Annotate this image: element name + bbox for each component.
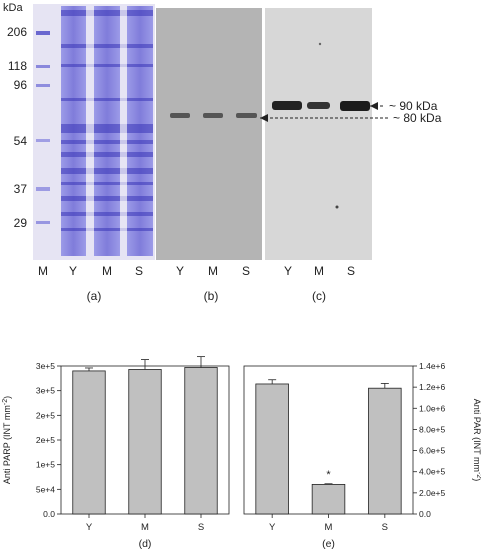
y-tick-label: 2.0e+5 [419,488,446,498]
gel-figure [33,4,390,260]
blot-panel-b [156,8,262,260]
marker-label: 96 [13,78,27,92]
y-tick-label: 2e+5 [36,435,55,445]
arrow-80kda [260,114,390,122]
lane-label: Y [175,264,184,278]
y-tick-label: 5e+4 [36,484,55,494]
x-tick-label: S [198,522,204,533]
lane-label: M [38,264,48,278]
y-tick-label: 2e+5 [36,410,55,420]
x-tick-label: Y [269,522,276,533]
y-tick-label: 4.0e+5 [419,467,446,477]
panel-label-a: (a) [86,289,102,303]
y-tick-label: 1.2e+6 [419,382,446,392]
marker-label: 37 [13,182,27,196]
marker-label: 206 [6,25,27,39]
arrow-90kda [370,102,385,110]
blot-panel-c [265,8,372,260]
bar [128,369,162,515]
lane-label: M [102,264,112,278]
lane-label: M [208,264,218,278]
significance-marker: * [326,469,331,481]
y-tick-label: 1.4e+6 [419,361,446,371]
marker-lane [36,31,50,224]
bar [311,483,346,515]
lane-label: Y [68,264,77,278]
bar [368,387,402,515]
y-tick-label: 1e+5 [36,460,55,470]
marker-label: 29 [13,216,27,230]
lane-label: S [241,264,250,278]
panel-label-c: (c) [312,289,326,303]
lane-label: S [134,264,143,278]
gel-panel-a [33,4,155,260]
bar [72,370,106,515]
y-tick-label: 1.0e+6 [419,403,446,413]
y-tick-label: 3e+5 [36,386,55,396]
band-label-90kda: ~ 90 kDa [389,99,438,113]
panel-label: (d) [139,538,152,550]
bar [255,383,289,515]
y-tick-label: 0.0 [419,509,431,519]
panel-label-b: (b) [203,289,219,303]
x-tick-label: Y [86,522,93,533]
chart-e: 0.0 2.0e+5 4.0e+5 6.0e+5 8.0e+5 1.0e+6 1.2e+6 1… [243,361,481,550]
band-label-80kda: ~ 80 kDa [393,111,442,125]
axis-label-y: Anti PAR (INT mm-2) [472,399,481,481]
lane-label: S [346,264,355,278]
marker-label: 118 [7,59,27,73]
y-tick-label: 8.0e+5 [419,424,446,434]
axis-label-y: Anti PARP (INT mm-2) [2,396,12,484]
x-tick-label: M [141,522,149,533]
marker-label: 54 [13,134,27,148]
y-tick-label: 0.0 [43,509,55,519]
lane-label: M [314,264,324,278]
panel-label: (e) [322,538,335,550]
lane-label: Y [283,264,292,278]
x-tick-label: S [382,522,388,533]
y-tick-label: 6.0e+5 [419,446,446,456]
y-tick-label: 3e+5 [36,361,55,371]
chart-d: 0.0 5e+4 1e+5 2e+5 2e+5 3e+5 3e+5 Y M S (d) Anti PA… [2,356,230,550]
bar [184,367,218,515]
x-tick-label: M [325,522,333,533]
kda-header: kDa [3,2,23,14]
